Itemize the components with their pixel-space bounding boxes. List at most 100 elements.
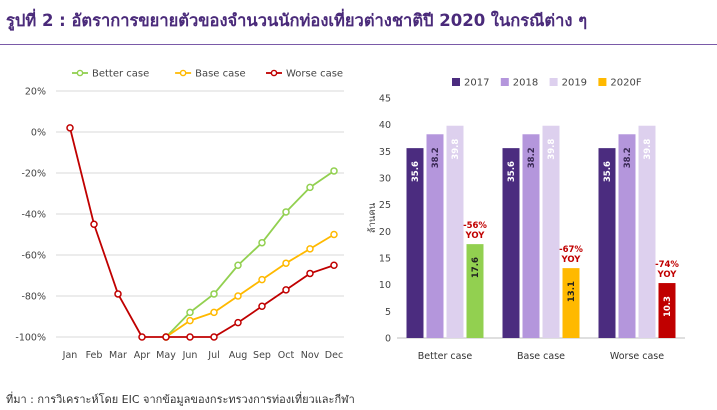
series-point bbox=[258, 275, 266, 284]
line-y-tick: 20% bbox=[25, 87, 46, 98]
bar-data-label: 35.6 bbox=[411, 161, 421, 182]
bar-legend-label: 2019 bbox=[562, 78, 587, 89]
bar-yoy-unit: YOY bbox=[465, 231, 486, 241]
line-x-tick: Nov bbox=[301, 350, 320, 361]
bar-yoy-percent: -56% bbox=[463, 221, 487, 231]
bar-y-tick: 15 bbox=[379, 254, 391, 265]
line-x-tick: Dec bbox=[325, 350, 343, 361]
bar bbox=[618, 134, 636, 338]
bar-data-label: 38.2 bbox=[527, 147, 537, 168]
bar bbox=[638, 125, 656, 338]
line-x-tick: Jan bbox=[62, 350, 78, 361]
bar-data-label: 39.8 bbox=[547, 139, 557, 160]
line-x-tick: Oct bbox=[278, 350, 295, 361]
series-point bbox=[186, 308, 194, 317]
bar-data-label: 35.6 bbox=[507, 161, 517, 182]
line-x-tick: Sep bbox=[253, 350, 271, 361]
bar-category-label: Base case bbox=[517, 351, 565, 362]
bar-data-label: 39.8 bbox=[451, 139, 461, 160]
bar-yoy-unit: YOY bbox=[657, 270, 678, 280]
bar-legend-swatch bbox=[500, 78, 509, 86]
bar bbox=[562, 268, 580, 338]
series-point bbox=[282, 259, 290, 267]
series-point bbox=[186, 316, 194, 325]
bar bbox=[658, 283, 676, 338]
series-point bbox=[258, 238, 266, 247]
line-y-tick: -40% bbox=[21, 210, 46, 221]
series-point bbox=[306, 183, 314, 192]
bar-data-label: 13.1 bbox=[567, 281, 577, 302]
bar-y-tick: 25 bbox=[379, 200, 391, 211]
series-point bbox=[258, 302, 266, 310]
page-title: รูปที่ 2 : อัตราการขยายตัวของจำนวนนักท่อ… bbox=[6, 11, 588, 30]
series-point bbox=[234, 318, 242, 327]
series-point bbox=[114, 290, 122, 298]
source-note: ที่มา : การวิเคราะห์โดย EIC จากข้อมูลของ… bbox=[6, 393, 355, 406]
bar-legend-swatch bbox=[598, 78, 607, 86]
bar-y-tick: 20 bbox=[379, 227, 391, 238]
bar-yoy-percent: -74% bbox=[655, 260, 679, 270]
line-x-tick: Mar bbox=[109, 350, 127, 361]
series-point bbox=[90, 220, 98, 228]
bar-legend-swatch bbox=[452, 78, 460, 86]
bar-data-label: 35.6 bbox=[603, 161, 613, 182]
bar-y-tick: 35 bbox=[379, 147, 391, 158]
line-x-tick: May bbox=[156, 350, 176, 361]
line-legend-marker bbox=[270, 69, 278, 77]
line-legend-marker bbox=[179, 69, 187, 77]
line-x-tick: Jul bbox=[207, 350, 219, 361]
line-legend-label: Worse case bbox=[286, 69, 343, 80]
bar bbox=[598, 148, 616, 338]
series-line bbox=[165, 170, 335, 338]
line-legend-marker bbox=[76, 69, 84, 77]
series-point bbox=[234, 292, 242, 300]
bar-legend-label: 2020F bbox=[610, 78, 641, 89]
bar-legend-label: 2018 bbox=[513, 78, 538, 89]
bar-data-label: 38.2 bbox=[431, 147, 441, 168]
series-point bbox=[210, 290, 218, 298]
bar-y-label: ล้านคน bbox=[367, 202, 378, 233]
series-point bbox=[234, 261, 242, 269]
bar-y-tick: 40 bbox=[379, 120, 391, 131]
bar-y-tick: 0 bbox=[385, 334, 391, 345]
line-y-tick: -20% bbox=[21, 169, 46, 180]
bar-yoy-percent: -67% bbox=[559, 245, 583, 255]
bar-legend-label: 2017 bbox=[464, 78, 489, 89]
series-line bbox=[69, 127, 335, 338]
line-legend-label: Better case bbox=[92, 69, 149, 80]
line-y-tick: -80% bbox=[21, 292, 46, 303]
bar bbox=[426, 134, 444, 338]
series-point bbox=[306, 269, 314, 278]
bar-category-label: Worse case bbox=[610, 351, 664, 362]
series-point bbox=[282, 286, 290, 294]
bar-data-label: 17.6 bbox=[471, 257, 481, 278]
bar-category-label: Better case bbox=[418, 351, 473, 362]
bar-yoy-unit: YOY bbox=[561, 255, 582, 265]
line-y-tick: -60% bbox=[21, 251, 46, 262]
line-x-tick: Jun bbox=[182, 350, 198, 361]
series-point bbox=[210, 333, 218, 341]
bar-y-tick: 30 bbox=[379, 174, 391, 185]
series-point bbox=[306, 245, 314, 253]
series-point bbox=[282, 208, 290, 216]
line-legend-label: Base case bbox=[195, 69, 246, 80]
bar bbox=[502, 148, 520, 338]
title-divider bbox=[0, 44, 717, 45]
line-y-tick: 0% bbox=[31, 128, 46, 139]
bar bbox=[542, 125, 560, 338]
bar-data-label: 38.2 bbox=[623, 147, 633, 168]
series-point bbox=[330, 261, 338, 269]
series-point bbox=[138, 333, 146, 341]
line-x-tick: Feb bbox=[86, 350, 103, 361]
series-point bbox=[162, 333, 170, 341]
bar bbox=[522, 134, 540, 338]
series-point bbox=[210, 308, 218, 317]
series-point bbox=[186, 333, 194, 341]
bar bbox=[466, 244, 484, 338]
series-point bbox=[330, 167, 338, 175]
bar-data-label: 10.3 bbox=[663, 296, 673, 317]
bar-y-tick: 45 bbox=[379, 94, 391, 105]
line-x-tick: Aug bbox=[229, 350, 248, 361]
line-x-tick: Apr bbox=[134, 350, 151, 361]
